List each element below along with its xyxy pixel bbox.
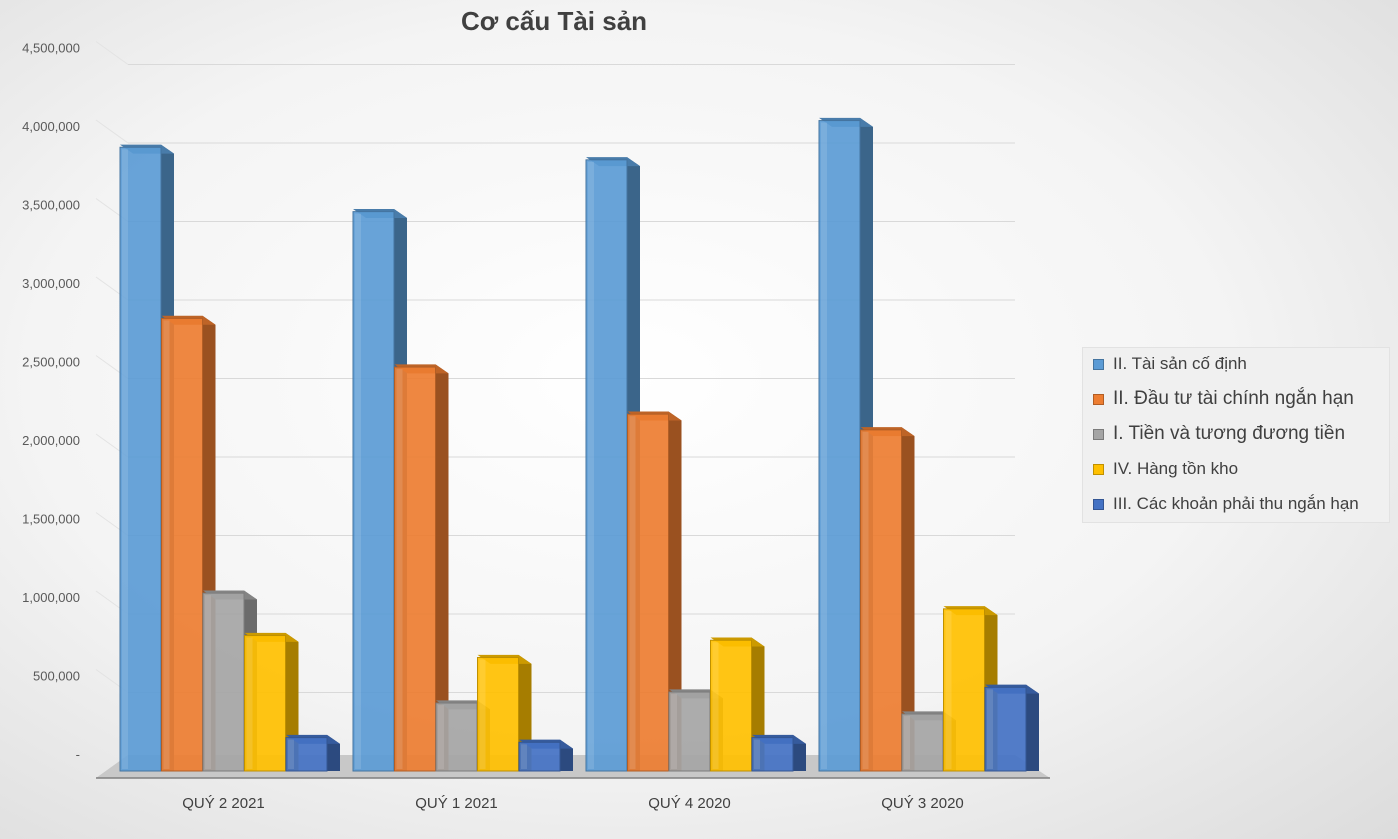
bar-front: [352, 211, 395, 772]
legend-swatch: [1093, 463, 1104, 475]
x-tick-label: QUÝ 4 2020: [648, 795, 731, 812]
bar: [860, 427, 915, 772]
x-tick-label: QUÝ 1 2021: [415, 795, 498, 812]
bar-side: [793, 734, 806, 771]
y-tick-label: 2,000,000: [22, 433, 80, 448]
bar-front: [435, 702, 478, 772]
bar-highlight: [246, 637, 253, 769]
bar-side: [327, 734, 340, 771]
legend-item-1: II. Tài sản cố định: [1093, 352, 1247, 376]
bar-highlight: [521, 744, 527, 769]
bar-highlight: [712, 642, 719, 769]
bar-side: [435, 364, 449, 771]
bar-front: [668, 691, 711, 772]
y-tick-label: 4,000,000: [22, 119, 80, 134]
bar-highlight: [288, 739, 294, 769]
legend-item-5: III. Các khoản phải thu ngắn hạn: [1093, 492, 1359, 516]
bar-front: [585, 159, 628, 772]
bar-front: [244, 635, 286, 772]
x-axis: QUÝ 2 2021 QUÝ 1 2021 QUÝ 4 2020 QUÝ 3 2020: [182, 795, 964, 812]
bar-highlight: [163, 320, 170, 769]
x-tick-label: QUÝ 3 2020: [881, 795, 964, 812]
bar-front: [984, 686, 1027, 772]
bar-highlight: [945, 610, 952, 769]
bar: [943, 606, 998, 772]
bar-front: [751, 737, 794, 772]
legend-swatch: [1093, 428, 1104, 440]
bar-side: [668, 411, 682, 771]
bar: [394, 364, 449, 772]
bar: [244, 632, 299, 772]
legend-label: II. Tài sản cố định: [1113, 354, 1247, 373]
gridline-depth: [95, 119, 129, 144]
chart-title: Cơ cấu Tài sản: [461, 6, 647, 36]
y-tick-label: -: [76, 747, 80, 762]
gridline-depth: [95, 41, 129, 65]
legend-label: III. Các khoản phải thu ngắn hạn: [1113, 494, 1359, 513]
x-tick-label: QUÝ 2 2021: [182, 795, 265, 812]
y-axis: - 500,000 1,000,000 1,500,000 2,000,000 2,500…: [22, 41, 80, 763]
bar-highlight: [438, 705, 444, 769]
legend-label: II. Đầu tư tài chính ngắn hạn: [1113, 388, 1354, 409]
bar-highlight: [862, 431, 869, 769]
bar-front: [818, 120, 861, 772]
legend-swatch: [1093, 393, 1104, 405]
bar-highlight: [629, 416, 636, 769]
bar-front: [394, 366, 436, 772]
bar-front: [477, 657, 519, 772]
bar-front: [627, 413, 669, 772]
legend: II. Tài sản cố định II. Đầu tư tài chính…: [1082, 347, 1390, 523]
bar-side: [901, 427, 915, 771]
y-tick-label: 4,500,000: [22, 41, 80, 56]
bar-highlight: [588, 161, 594, 769]
bar-highlight: [205, 595, 211, 769]
y-tick-label: 3,000,000: [22, 276, 80, 291]
y-tick-label: 3,500,000: [22, 198, 80, 213]
bar: [627, 411, 682, 772]
bar: [285, 734, 340, 772]
legend-item-3: I. Tiền và tương đương tiền: [1093, 422, 1345, 446]
bar-highlight: [396, 369, 403, 769]
bar: [518, 739, 573, 772]
y-tick-label: 2,500,000: [22, 355, 80, 370]
bar: [984, 684, 1039, 772]
legend-label: I. Tiền và tương đương tiền: [1113, 423, 1346, 444]
bar-highlight: [821, 122, 827, 769]
bar-highlight: [355, 213, 361, 769]
legend-item-2: II. Đầu tư tài chính ngắn hạn: [1093, 387, 1354, 411]
bar-front: [710, 639, 752, 772]
bar-front: [161, 317, 203, 772]
bar-highlight: [671, 694, 677, 769]
y-tick-label: 1,500,000: [22, 512, 80, 527]
bar-front: [860, 429, 902, 772]
legend-label: IV. Hàng tồn kho: [1113, 459, 1239, 478]
bar-highlight: [754, 739, 760, 769]
legend-swatch: [1093, 358, 1104, 370]
bar-front: [943, 608, 985, 772]
bar-highlight: [479, 659, 486, 769]
legend-item-4: IV. Hàng tồn kho: [1093, 457, 1238, 481]
bar: [477, 654, 532, 772]
y-tick-label: 1,000,000: [22, 590, 80, 605]
y-tick-label: 500,000: [33, 669, 80, 684]
bar-side: [1026, 684, 1039, 771]
bar-front: [518, 741, 561, 772]
bar: [751, 734, 806, 772]
bar-front: [202, 592, 245, 772]
bar-highlight: [904, 716, 910, 769]
bar-highlight: [122, 149, 128, 769]
legend-swatch: [1093, 498, 1104, 510]
bars: [119, 117, 1039, 772]
bar-highlight: [987, 689, 993, 769]
bar-front: [285, 737, 328, 772]
